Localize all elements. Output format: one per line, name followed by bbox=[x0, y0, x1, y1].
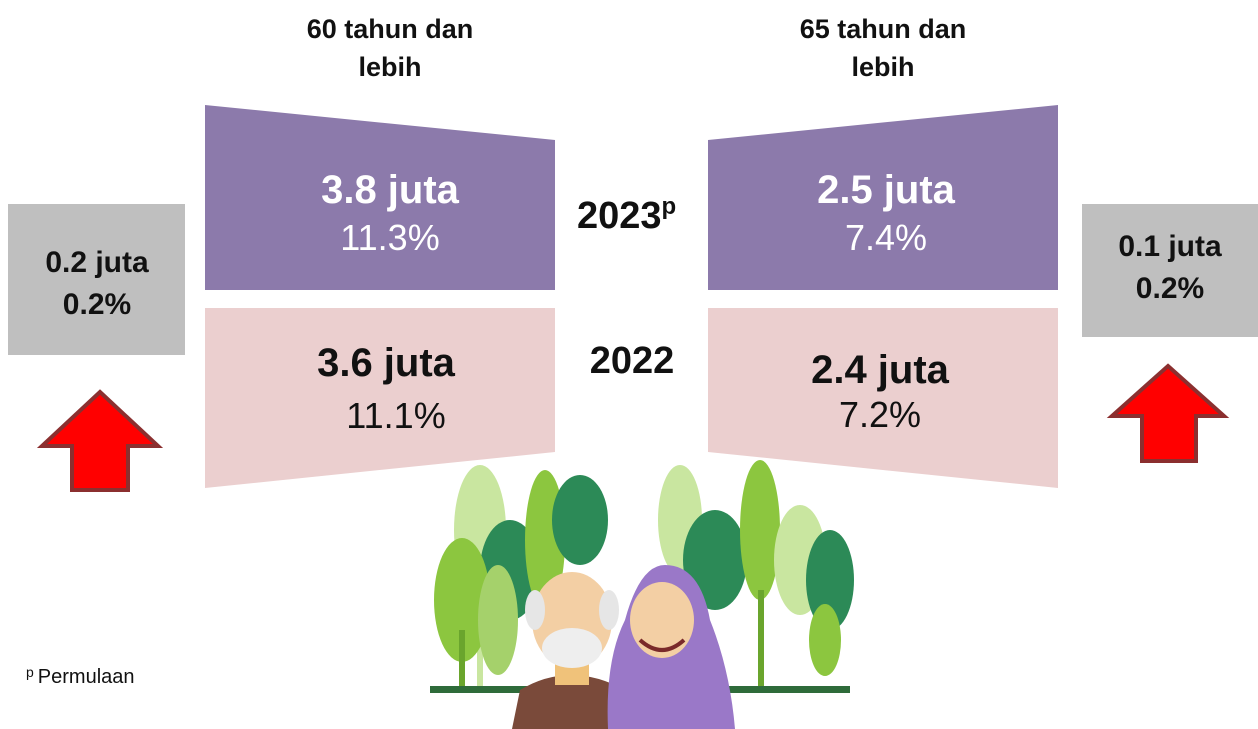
footnote-text: Permulaan bbox=[38, 666, 135, 688]
up-arrow bbox=[42, 392, 158, 490]
year: 2023p bbox=[577, 193, 676, 237]
illustration bbox=[430, 460, 854, 729]
infographic: 60 tahun dan lebih 65 tahun dan lebih 3.… bbox=[0, 0, 1258, 729]
left-header: lebih bbox=[358, 52, 421, 82]
change-count: 0.2 juta bbox=[45, 246, 149, 279]
change-percent: 0.2% bbox=[1136, 272, 1204, 305]
percent: 7.2% bbox=[839, 394, 921, 435]
year-mark: p bbox=[662, 193, 677, 220]
count: 2.5 juta bbox=[817, 168, 956, 212]
percent: 11.1% bbox=[346, 395, 445, 436]
count: 3.8 juta bbox=[321, 168, 460, 212]
year: 2022 bbox=[590, 340, 675, 382]
percent: 11.3% bbox=[340, 217, 439, 258]
percent: 7.4% bbox=[845, 217, 927, 258]
change-box bbox=[1082, 204, 1258, 337]
year-label: 2023 bbox=[577, 195, 662, 237]
footnote-mark: p bbox=[26, 664, 34, 680]
count: 2.4 juta bbox=[811, 348, 950, 392]
right-header: 65 tahun dan bbox=[800, 14, 967, 44]
change-percent: 0.2% bbox=[63, 288, 131, 321]
left-header: 60 tahun dan bbox=[307, 14, 474, 44]
change-count: 0.1 juta bbox=[1118, 230, 1222, 263]
count: 3.6 juta bbox=[317, 341, 456, 385]
change-box bbox=[8, 204, 185, 355]
right-header: lebih bbox=[851, 52, 914, 82]
up-arrow bbox=[1112, 366, 1224, 461]
